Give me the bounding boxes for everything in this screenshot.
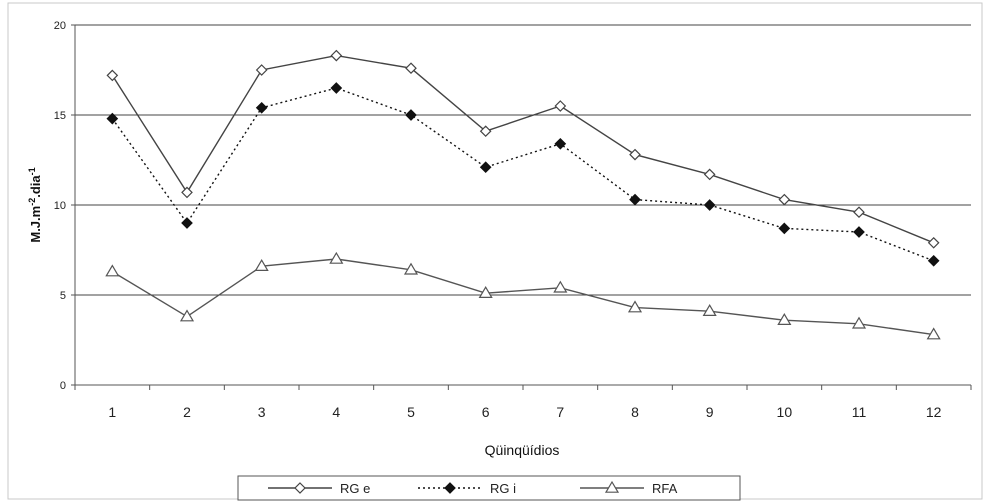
y-tick-label-3: 15 (54, 110, 66, 122)
series-2-point-5 (478, 286, 493, 298)
x-tick-label-7: 8 (631, 404, 639, 420)
series-1-point-4 (405, 109, 417, 121)
x-tick-label-4: 5 (407, 404, 415, 420)
series-1-point-3 (330, 82, 343, 94)
x-tick-label-10: 11 (852, 404, 867, 420)
series-1-point-9 (778, 222, 791, 235)
legend-item-1: RG i (418, 481, 516, 496)
series-0-point-7 (629, 148, 641, 161)
series-0-point-0 (106, 69, 119, 82)
x-tick-label-3: 4 (332, 404, 340, 420)
series-2-point-7 (627, 300, 643, 313)
legend-swatch-marker-0 (294, 482, 306, 494)
series-0-point-3 (330, 49, 343, 62)
x-tick-label-11: 12 (926, 404, 942, 420)
y-tick-labels: 0 5 10 15 20 (54, 20, 75, 392)
x-tick-label-9: 10 (777, 404, 793, 420)
x-tick-label-5: 6 (482, 404, 490, 420)
series-0-point-8 (703, 168, 716, 181)
y-axis-title-part-2: .dia (28, 175, 43, 198)
legend-item-2: RFA (580, 480, 678, 496)
series-1-point-0 (106, 112, 119, 125)
series-0-point-4 (405, 62, 417, 75)
series-0-point-1 (181, 186, 193, 199)
y-tick-label-4: 20 (54, 20, 66, 32)
y-axis-title-part-1: -2 (27, 198, 37, 206)
y-axis-title-part-0: M.J.m (28, 206, 43, 243)
y-tick-label-0: 0 (60, 380, 66, 392)
series-0-point-10 (853, 206, 865, 219)
chart-frame (7, 2, 983, 500)
series-1-point-6 (554, 137, 567, 150)
series-2-point-10 (851, 316, 867, 329)
series-0-point-9 (778, 193, 791, 206)
x-tick-label-6: 7 (556, 404, 564, 420)
series-1-point-1 (181, 217, 193, 229)
series-2-point-4 (403, 262, 419, 275)
series-0-point-5 (479, 125, 492, 138)
y-axis-title-part-3: -1 (27, 167, 37, 175)
legend-label-2: RFA (652, 481, 678, 496)
series-2-point-9 (777, 313, 792, 325)
gridlines (75, 24, 971, 296)
legend-label-1: RG i (490, 481, 516, 496)
series-1-point-10 (853, 226, 865, 238)
series-2-point-0 (105, 264, 120, 277)
legend-swatch-marker-2 (604, 480, 620, 493)
series-0-point-2 (255, 64, 268, 76)
series-0 (106, 49, 940, 249)
x-tick-label-1: 2 (183, 404, 191, 420)
x-tick-labels: 1 2 3 4 5 6 7 8 9 10 11 12 (74, 385, 972, 420)
series-1 (106, 82, 940, 267)
series-1-line (111, 87, 934, 262)
series-2-point-6 (553, 280, 568, 293)
x-tick-label-8: 9 (706, 404, 714, 420)
series-2 (105, 251, 941, 340)
y-tick-label-2: 10 (54, 200, 66, 212)
x-tick-label-2: 3 (258, 404, 266, 420)
series-0-point-11 (927, 236, 940, 249)
x-axis-title: Qüinqüídios (485, 442, 560, 458)
legend: RG e RG i RFA (237, 475, 741, 501)
y-axis-title: M.J.m-2.dia-1 (27, 167, 43, 242)
series-1-point-8 (703, 199, 716, 211)
series-1-point-7 (629, 193, 641, 206)
series-0-line (111, 54, 934, 244)
y-tick-label-1: 5 (60, 290, 66, 302)
legend-swatch-marker-1 (444, 482, 456, 494)
legend-item-0: RG e (268, 481, 370, 496)
series-2-point-11 (926, 327, 941, 340)
series-2-point-1 (179, 309, 195, 322)
series-0-point-6 (554, 100, 567, 112)
series-1-point-2 (255, 101, 268, 114)
series-2-point-3 (329, 251, 344, 264)
legend-label-0: RG e (340, 481, 370, 496)
series-layer (105, 49, 941, 340)
x-tick-label-0: 1 (108, 404, 116, 420)
series-2-point-8 (702, 304, 717, 316)
series-1-point-5 (479, 161, 492, 174)
series-2-line (111, 258, 934, 336)
series-2-point-2 (254, 259, 269, 271)
series-1-point-11 (927, 254, 940, 267)
